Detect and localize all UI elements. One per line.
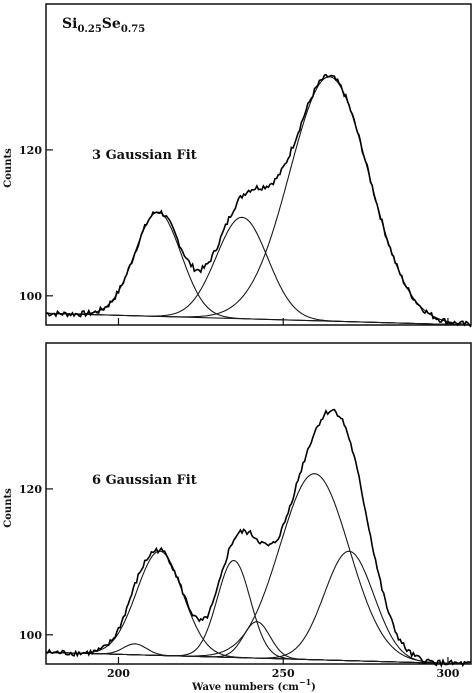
- y-tick-label-100: 100: [19, 290, 42, 303]
- y-tick-label-120: 120: [19, 483, 42, 496]
- bottom-panel: 6 Gaussian Fit Counts 200 250 300 100 120: [3, 342, 472, 680]
- y-tick-label-120: 120: [19, 144, 42, 157]
- x-axis-label: Wave numbers (cm−1): [191, 677, 316, 693]
- top-panel-plot-area: 100 120: [19, 73, 472, 328]
- top-panel-fit-label: 3 Gaussian Fit: [92, 148, 197, 163]
- gaussian-component-3: [45, 559, 471, 665]
- measured-spectrum: [45, 408, 472, 668]
- gaussian-component-5: [45, 473, 472, 665]
- y-tick-label-100: 100: [19, 629, 42, 642]
- x-tick-label-300: 300: [436, 667, 459, 680]
- top-panel: Si0.25Se0.75 3 Gaussian Fit Counts 100 12…: [3, 3, 472, 328]
- bottom-panel-plot-area: 200 250 300 100 120: [19, 408, 472, 680]
- top-panel-y-axis-label: Counts: [3, 148, 14, 188]
- material-title: Si0.25Se0.75: [62, 16, 145, 35]
- top-panel-frame: [45, 3, 472, 326]
- bottom-panel-fit-label: 6 Gaussian Fit: [92, 473, 197, 488]
- bottom-panel-y-axis-label: Counts: [3, 488, 14, 528]
- measured-spectrum: [45, 73, 472, 328]
- gaussian-component-6: [45, 550, 471, 665]
- bottom-panel-frame: [45, 342, 472, 665]
- x-tick-label-250: 250: [272, 667, 295, 680]
- x-tick-label-200: 200: [107, 667, 130, 680]
- gaussian-component-1: [45, 211, 471, 326]
